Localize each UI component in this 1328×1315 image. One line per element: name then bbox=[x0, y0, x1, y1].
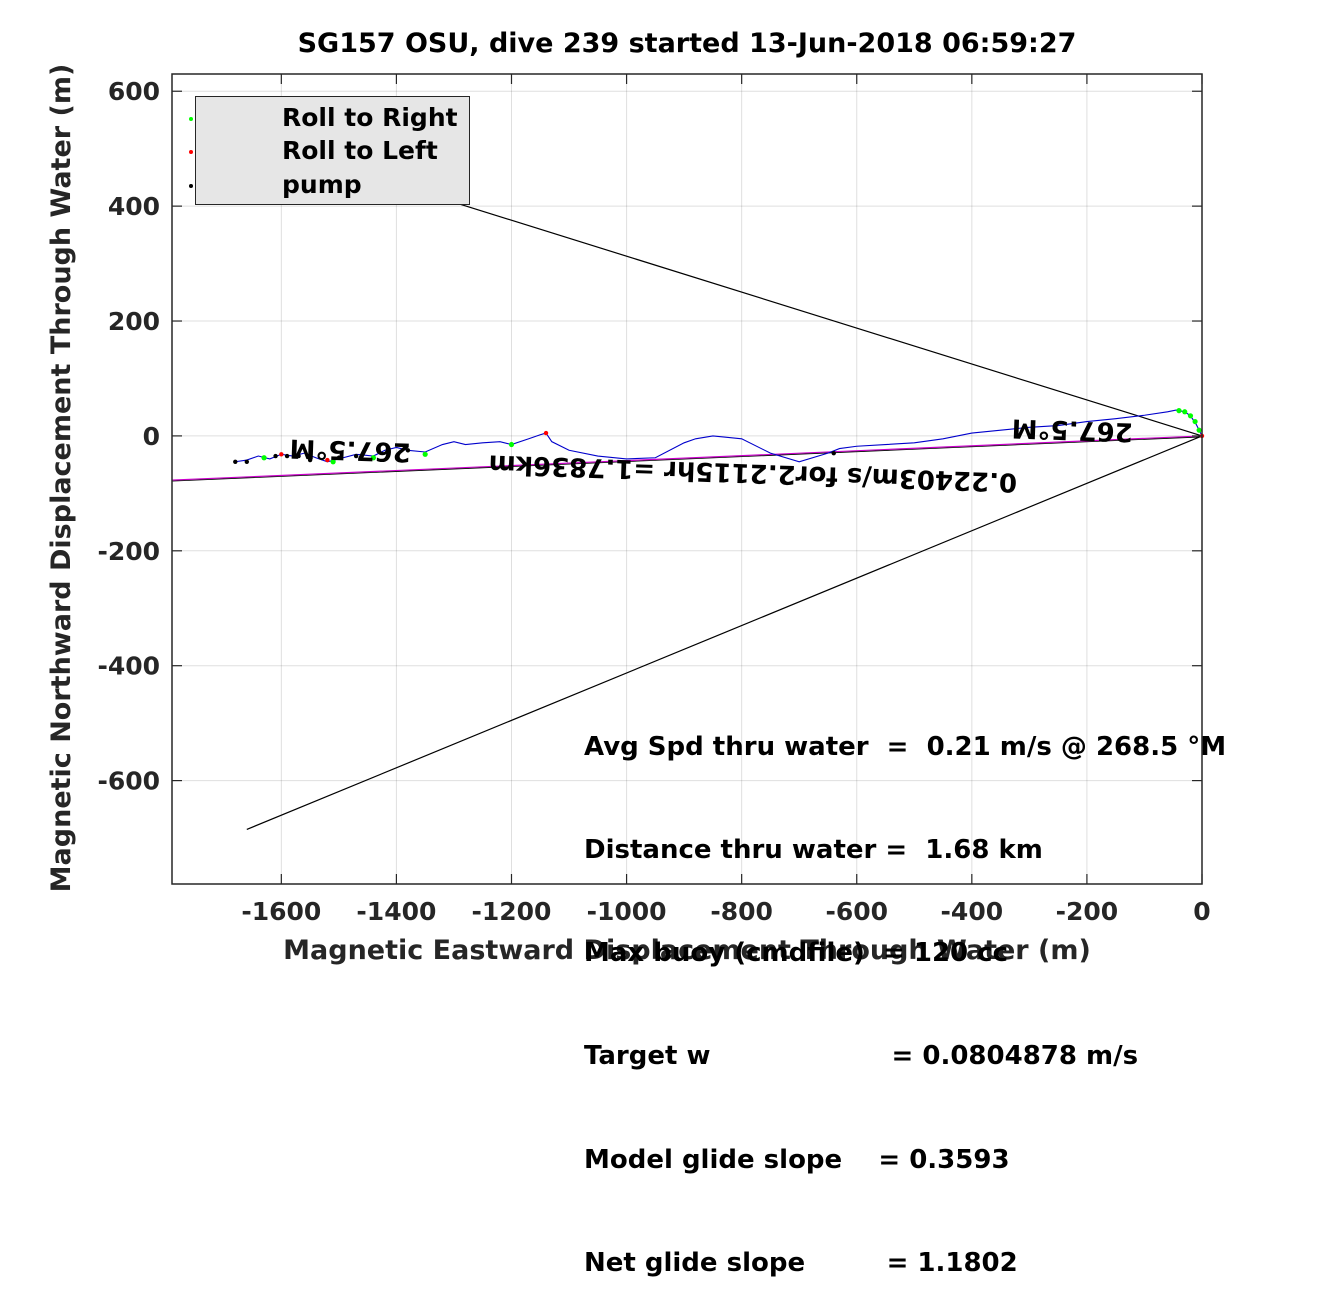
stat-avg-speed: Avg Spd thru water = 0.21 m/s @ 268.5 °M bbox=[584, 731, 1227, 762]
pump-marker bbox=[353, 453, 359, 459]
legend-label-roll-right: Roll to Right bbox=[282, 103, 458, 132]
roll-left-marker bbox=[279, 452, 284, 457]
chart-annotation-0: 267.5°M bbox=[1011, 412, 1133, 446]
roll-right-marker bbox=[330, 459, 336, 465]
heading-line-shadow bbox=[171, 436, 1203, 482]
axis-ticks: -1600 -1400 -1200 -1000 -800 -600 -400 -200 0 600… bbox=[97, 74, 1211, 926]
chart-plot: 267.5°M0.22403m/s for2.2115hr =1.7836km2… bbox=[97, 73, 1211, 926]
y-tick-label: -200 bbox=[97, 537, 160, 566]
data-markers bbox=[233, 408, 1205, 465]
x-tick-label: -400 bbox=[941, 897, 1004, 926]
y-tick-label: 200 bbox=[108, 307, 160, 336]
heading-line bbox=[171, 435, 1203, 481]
roll-right-marker bbox=[508, 441, 515, 448]
plot-frame bbox=[171, 73, 1203, 885]
roll-right-marker bbox=[422, 451, 428, 457]
x-tick-label: -200 bbox=[1056, 897, 1119, 926]
lower-cone-line bbox=[246, 435, 1203, 830]
roll-right-marker bbox=[370, 455, 376, 461]
pump-marker bbox=[244, 459, 250, 464]
roll-right-marker bbox=[1182, 409, 1188, 415]
legend-marker-roll-right bbox=[189, 117, 193, 121]
chart-annotation-2: 267.5°M bbox=[289, 433, 411, 467]
y-tick-label: 400 bbox=[108, 192, 160, 221]
dive-statistics: Avg Spd thru water = 0.21 m/s @ 268.5 °M… bbox=[584, 661, 1226, 1315]
x-tick-label: 0 bbox=[1193, 897, 1210, 926]
y-tick-label: 600 bbox=[108, 77, 160, 106]
pump-marker bbox=[273, 453, 278, 459]
pump-marker bbox=[284, 453, 290, 459]
y-tick-label: 0 bbox=[143, 422, 160, 451]
legend-marker-roll-left bbox=[189, 150, 193, 154]
pump-marker bbox=[233, 459, 238, 464]
roll-left-marker bbox=[325, 457, 330, 463]
stat-target-w: Target w = 0.0804878 m/s bbox=[584, 1041, 1139, 1072]
roll-right-marker bbox=[1192, 418, 1198, 425]
pump-marker bbox=[336, 455, 342, 460]
x-axis-label: Magnetic Eastward Displacement Through W… bbox=[283, 935, 1091, 966]
stat-distance: Distance thru water = 1.68 km bbox=[584, 835, 1043, 866]
x-tick-label: -600 bbox=[825, 897, 888, 926]
x-tick-label: -1000 bbox=[587, 897, 667, 926]
legend-item-roll-right: Roll to Right bbox=[189, 103, 458, 132]
stat-model-glide-slope: Model glide slope = 0.3593 bbox=[584, 1144, 1010, 1175]
chart-legend: Roll to Right Roll to Left pump bbox=[189, 96, 470, 205]
y-tick-label: -400 bbox=[97, 652, 160, 681]
pump-marker bbox=[831, 450, 836, 456]
legend-item-pump: pump bbox=[189, 170, 362, 199]
pump-marker bbox=[296, 453, 301, 459]
stat-max-buoy: Max buoy (cmdfile) = 120 cc bbox=[584, 938, 1009, 969]
roll-right-marker bbox=[1196, 427, 1202, 433]
glider-track-line bbox=[235, 409, 1203, 463]
roll-left-marker bbox=[543, 430, 549, 436]
legend-marker-pump bbox=[189, 184, 193, 188]
roll-right-marker bbox=[261, 455, 267, 461]
x-tick-label: -800 bbox=[710, 897, 773, 926]
x-tick-label: -1400 bbox=[356, 897, 436, 926]
legend-label-pump: pump bbox=[282, 170, 362, 199]
x-tick-label: -1200 bbox=[472, 897, 552, 926]
pump-marker bbox=[307, 457, 313, 463]
roll-right-marker bbox=[1176, 408, 1182, 414]
plot-area-background bbox=[172, 74, 1202, 884]
data-lines bbox=[171, 128, 1203, 830]
roll-right-marker bbox=[1187, 413, 1194, 419]
pump-marker bbox=[405, 448, 411, 453]
y-axis-label: Magnetic Northward Displacement Through … bbox=[46, 63, 77, 893]
legend-item-roll-left: Roll to Left bbox=[189, 136, 438, 165]
chart-title: SG157 OSU, dive 239 started 13-Jun-2018 … bbox=[297, 28, 1077, 59]
legend-label-roll-left: Roll to Left bbox=[282, 136, 438, 165]
y-tick-label: -600 bbox=[97, 767, 160, 796]
x-tick-label: -1600 bbox=[241, 897, 321, 926]
stat-net-glide-slope: Net glide slope = 1.1802 bbox=[584, 1247, 1018, 1278]
